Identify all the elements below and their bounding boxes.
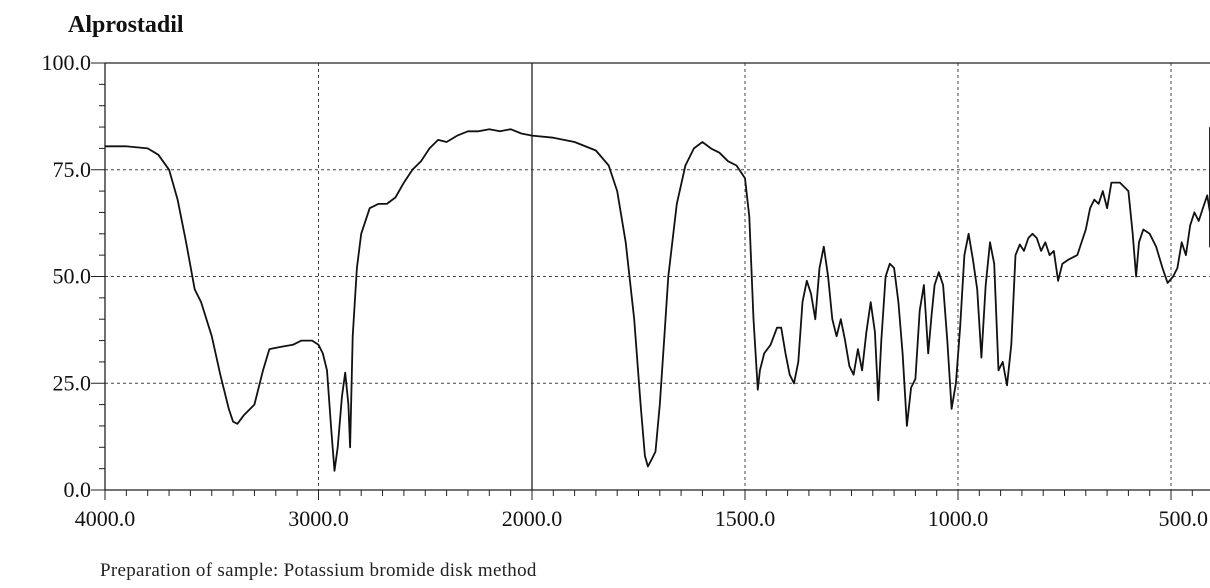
x-tick-label: 500.0: [1159, 506, 1209, 531]
sample-preparation-note: Preparation of sample: Potassium bromide…: [100, 560, 537, 581]
x-tick-labels: 4000.0 3000.0 2000.0 1500.0 1000.0 500.0: [75, 506, 1208, 531]
x-tick-label: 1000.0: [928, 506, 989, 531]
y-tick-label: 25.0: [53, 370, 92, 395]
spectrum-line: [105, 127, 1210, 472]
y-tick-label: 75.0: [53, 157, 92, 182]
x-tick-label: 3000.0: [288, 506, 349, 531]
chart-title: Alprostadil: [68, 12, 184, 38]
x-tick-label: 4000.0: [75, 506, 136, 531]
x-tick-label: 2000.0: [502, 506, 563, 531]
y-tick-label: 50.0: [53, 264, 92, 289]
y-tick-label: 100.0: [42, 50, 92, 75]
y-tick-label: 0.0: [64, 477, 92, 502]
grid-lines: [105, 63, 1210, 490]
y-tick-labels: 0.0 25.0 50.0 75.0 100.0: [42, 50, 92, 502]
x-tick-label: 1500.0: [715, 506, 776, 531]
tick-marks: [91, 62, 1193, 500]
